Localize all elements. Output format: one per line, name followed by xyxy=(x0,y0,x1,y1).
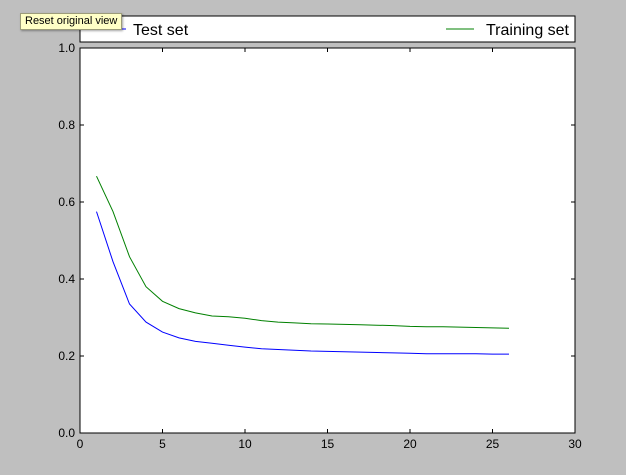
plot-area xyxy=(79,47,576,434)
training-set-line xyxy=(96,175,510,329)
y-tick-label: 1.0 xyxy=(58,41,75,55)
reset-view-tooltip: Reset original view xyxy=(20,13,123,30)
x-ticks: 0 5 10 15 20 25 30 xyxy=(77,48,582,451)
x-tick-label: 10 xyxy=(238,437,252,451)
legend-label-test-set: Test set xyxy=(133,22,189,39)
legend-box xyxy=(79,15,576,43)
y-tick-label: 0.2 xyxy=(58,349,75,363)
x-tick-label: 25 xyxy=(486,437,500,451)
series-lines xyxy=(96,175,510,355)
x-tick-label: 30 xyxy=(568,437,582,451)
x-tick-label: 5 xyxy=(159,437,166,451)
test-set-line xyxy=(96,211,509,355)
legend[interactable]: Test set Training set xyxy=(79,15,576,43)
x-tick-label: 15 xyxy=(321,437,335,451)
y-tick-label: 0.4 xyxy=(58,272,75,286)
legend-items: Test set Training set xyxy=(96,22,570,39)
x-tick-label: 0 xyxy=(77,437,84,451)
y-tick-label: 0.6 xyxy=(58,195,75,209)
legend-label-training-set: Training set xyxy=(486,22,570,39)
y-tick-label: 0.0 xyxy=(58,426,75,440)
x-tick-label: 20 xyxy=(403,437,417,451)
y-tick-label: 0.8 xyxy=(58,118,75,132)
y-ticks: 0.0 0.2 0.4 0.6 0.8 1.0 xyxy=(58,41,575,440)
